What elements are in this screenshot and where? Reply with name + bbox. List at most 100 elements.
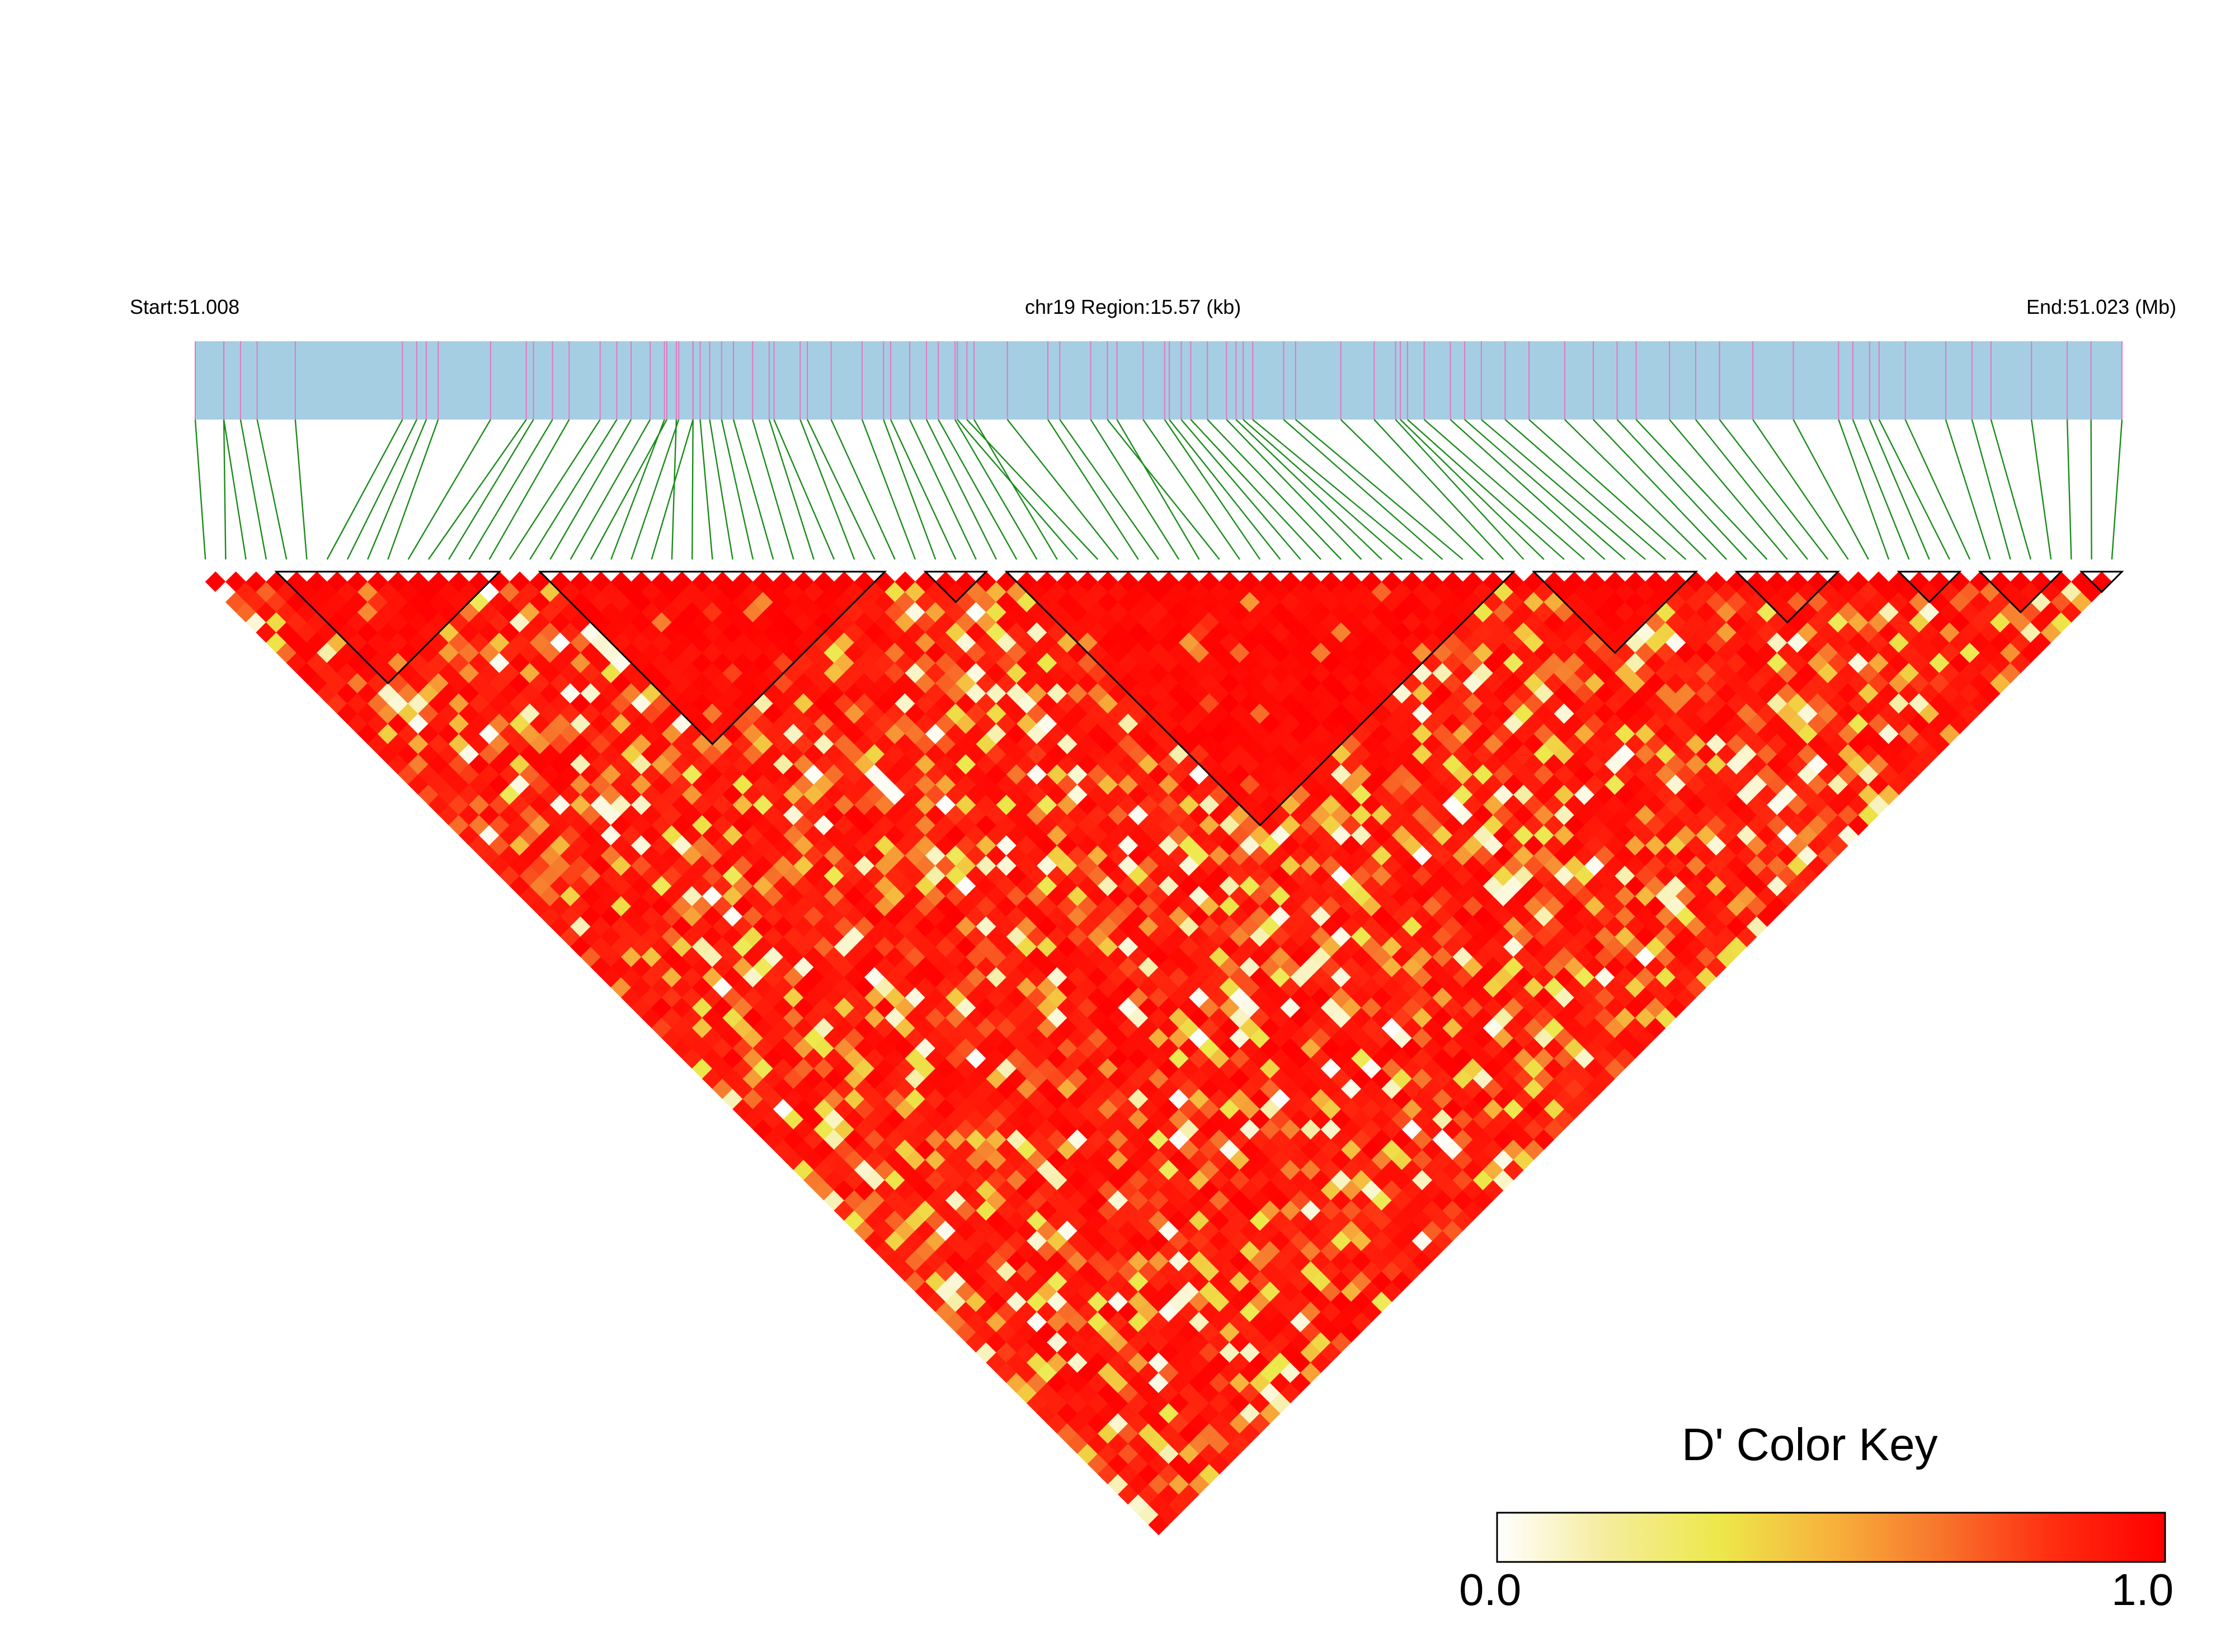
snp-connector bbox=[1878, 419, 1950, 560]
snp-connector bbox=[488, 419, 570, 560]
snp-connector bbox=[691, 419, 694, 560]
snp-connector bbox=[326, 419, 403, 560]
snp-connector bbox=[468, 419, 553, 560]
ld-cells bbox=[205, 571, 2112, 1536]
snp-connector bbox=[1047, 419, 1139, 560]
color-key-bar bbox=[1496, 1512, 2166, 1563]
snp-connector bbox=[1235, 419, 1382, 560]
snp-connector bbox=[909, 419, 977, 560]
snp-connector bbox=[1792, 419, 1869, 560]
snp-connector bbox=[1006, 419, 1119, 560]
snp-connector bbox=[1528, 419, 1687, 560]
snp-connector bbox=[223, 419, 247, 560]
region-end-label: End:51.023 (Mb) bbox=[2026, 295, 2177, 318]
snp-connector bbox=[1423, 419, 1585, 560]
snp-connector bbox=[590, 419, 667, 560]
snp-position-marks bbox=[195, 341, 2123, 420]
snp-connector bbox=[1635, 419, 1768, 560]
snp-connector bbox=[1669, 419, 1788, 560]
snp-connector bbox=[1340, 419, 1484, 560]
snp-connector bbox=[1450, 419, 1606, 560]
snp-connector bbox=[1116, 419, 1200, 560]
snp-connector bbox=[806, 419, 876, 560]
snp-connector bbox=[1593, 419, 1727, 560]
snp-connector bbox=[1752, 419, 1849, 560]
snp-connector bbox=[1090, 419, 1180, 560]
snp-connector bbox=[1059, 419, 1159, 560]
snp-connector-lines bbox=[194, 419, 2123, 560]
snp-connector bbox=[1395, 419, 1524, 560]
snp-connector bbox=[346, 419, 417, 560]
snp-connector bbox=[1838, 419, 1890, 560]
snp-connector bbox=[407, 419, 491, 560]
snp-connector bbox=[630, 419, 680, 560]
snp-connector bbox=[256, 419, 288, 560]
snp-connector bbox=[651, 419, 694, 560]
snp-connector bbox=[671, 419, 677, 560]
snp-connector bbox=[194, 419, 206, 560]
snp-connector bbox=[925, 419, 997, 560]
snp-connector bbox=[1243, 419, 1403, 560]
snp-connector bbox=[721, 419, 754, 560]
chromosome-track bbox=[195, 341, 2122, 420]
snp-connector bbox=[752, 419, 794, 560]
snp-connector bbox=[954, 419, 1038, 560]
snp-connector bbox=[1373, 419, 1504, 560]
snp-connector bbox=[448, 419, 534, 560]
snp-connector bbox=[699, 419, 713, 560]
snp-connector bbox=[732, 419, 774, 560]
snp-connector bbox=[1180, 419, 1301, 560]
region-title-label: chr19 Region:15.57 (kb) bbox=[1025, 295, 1241, 318]
snp-connector bbox=[1481, 419, 1646, 560]
snp-connector bbox=[938, 419, 1018, 560]
snp-connector bbox=[2066, 419, 2072, 560]
color-key-max-label: 1.0 bbox=[2111, 1565, 2174, 1615]
snp-connector bbox=[1169, 419, 1281, 560]
snp-connector bbox=[1407, 419, 1565, 560]
snp-connector bbox=[529, 419, 618, 560]
snp-connector bbox=[1226, 419, 1362, 560]
snp-connector bbox=[957, 419, 1078, 560]
snp-connector bbox=[294, 419, 308, 560]
snp-connector bbox=[1616, 419, 1748, 560]
snp-connector bbox=[1869, 419, 1930, 560]
snp-connector bbox=[549, 419, 632, 560]
snp-connector bbox=[1695, 419, 1809, 560]
snp-connector bbox=[1252, 419, 1423, 560]
snp-connector bbox=[610, 419, 665, 560]
snp-connector bbox=[883, 419, 937, 560]
snp-connector bbox=[1295, 419, 1464, 560]
snp-connector bbox=[1990, 419, 2032, 560]
snp-connector bbox=[830, 419, 896, 560]
snp-connector bbox=[2111, 419, 2123, 560]
snp-connector bbox=[1190, 419, 1321, 560]
snp-connector bbox=[570, 419, 651, 560]
region-start-label: Start:51.008 bbox=[130, 295, 240, 318]
snp-connector bbox=[1904, 419, 1971, 560]
snp-connector bbox=[1164, 419, 1261, 560]
snp-connector bbox=[2090, 419, 2092, 560]
snp-connector bbox=[509, 419, 601, 560]
snp-connector bbox=[1400, 419, 1545, 560]
snp-connector bbox=[1504, 419, 1667, 560]
snp-connector bbox=[1971, 419, 2011, 560]
color-key-title: D' Color Key bbox=[1682, 1419, 1938, 1470]
snp-connector bbox=[890, 419, 957, 560]
snp-connector bbox=[1207, 419, 1342, 560]
snp-connector bbox=[1464, 419, 1626, 560]
snp-connector bbox=[1719, 419, 1829, 560]
snp-connector bbox=[387, 419, 439, 560]
snp-connector bbox=[966, 419, 1099, 560]
snp-connector bbox=[773, 419, 835, 560]
snp-connector bbox=[861, 419, 916, 560]
snp-connector bbox=[427, 419, 527, 560]
snp-connector bbox=[239, 419, 267, 560]
snp-connector bbox=[1283, 419, 1443, 560]
snp-connector bbox=[799, 419, 855, 560]
color-key-min-label: 0.0 bbox=[1459, 1565, 1522, 1615]
snp-connector bbox=[1564, 419, 1707, 560]
snp-connector bbox=[1142, 419, 1240, 560]
snp-connector bbox=[223, 419, 227, 560]
